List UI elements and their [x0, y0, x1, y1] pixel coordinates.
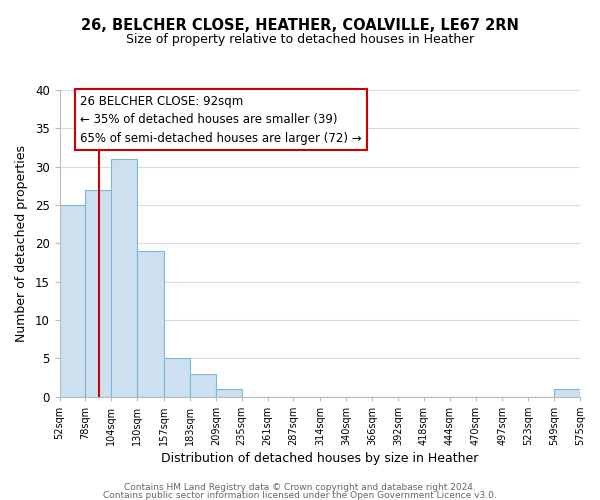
Text: 26 BELCHER CLOSE: 92sqm
← 35% of detached houses are smaller (39)
65% of semi-de: 26 BELCHER CLOSE: 92sqm ← 35% of detache…	[80, 94, 362, 144]
Bar	[190, 374, 216, 396]
Bar	[59, 205, 85, 396]
Bar	[164, 358, 190, 397]
Text: 26, BELCHER CLOSE, HEATHER, COALVILLE, LE67 2RN: 26, BELCHER CLOSE, HEATHER, COALVILLE, L…	[81, 18, 519, 32]
Bar	[85, 190, 111, 396]
Bar	[216, 389, 242, 396]
Bar	[554, 389, 580, 396]
Text: Contains public sector information licensed under the Open Government Licence v3: Contains public sector information licen…	[103, 490, 497, 500]
Bar	[137, 251, 164, 396]
Text: Size of property relative to detached houses in Heather: Size of property relative to detached ho…	[126, 34, 474, 46]
Y-axis label: Number of detached properties: Number of detached properties	[15, 145, 28, 342]
X-axis label: Distribution of detached houses by size in Heather: Distribution of detached houses by size …	[161, 452, 478, 465]
Text: Contains HM Land Registry data © Crown copyright and database right 2024.: Contains HM Land Registry data © Crown c…	[124, 483, 476, 492]
Bar	[111, 159, 137, 396]
